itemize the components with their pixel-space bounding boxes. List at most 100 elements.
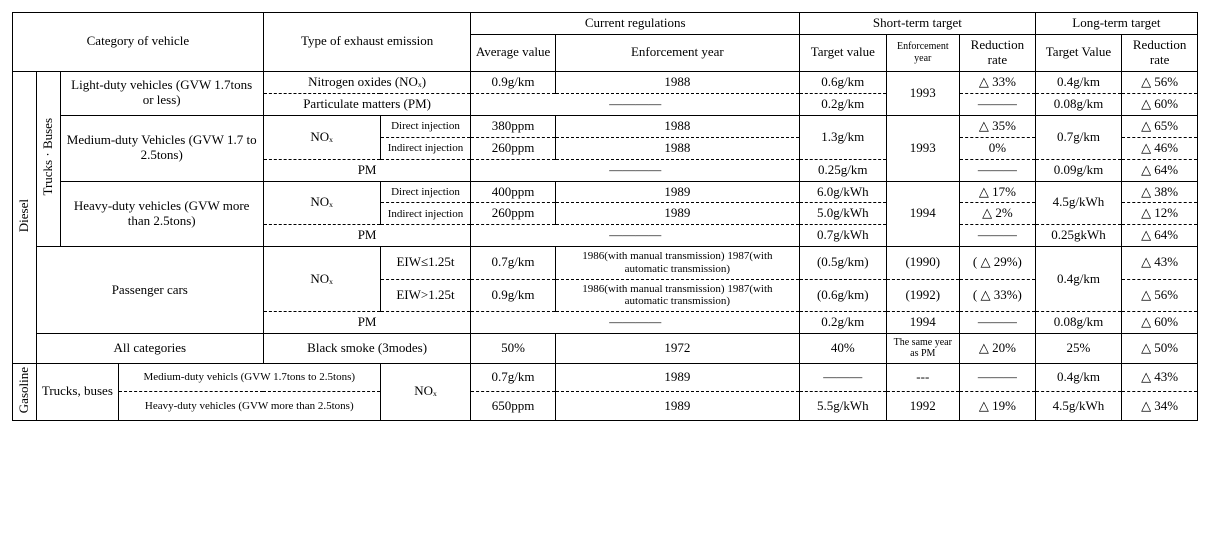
r4-avg: 260ppm bbox=[471, 137, 555, 159]
cat-gas-tb: Trucks, buses bbox=[36, 363, 118, 420]
em-med-nox: NOₓ bbox=[263, 115, 380, 159]
r2-dash: ―――― bbox=[471, 93, 800, 115]
fuel-diesel: Diesel bbox=[13, 71, 37, 363]
hdr-category: Category of vehicle bbox=[13, 13, 264, 72]
em-pm-full: Particulate matters (PM) bbox=[263, 93, 471, 115]
hdr-current: Current regulations bbox=[471, 13, 800, 35]
hdr-emission: Type of exhaust emission bbox=[263, 13, 471, 72]
r3-ltv: 0.7g/km bbox=[1035, 115, 1121, 159]
r8-lred: △ 64% bbox=[1122, 225, 1198, 247]
r14-avg: 650ppm bbox=[471, 392, 555, 421]
cat-light: Light-duty vehicles (GVW 1.7tons or less… bbox=[60, 71, 263, 115]
em-heavy-nox: NOₓ bbox=[263, 181, 380, 225]
r11-dash: ―――― bbox=[471, 311, 800, 333]
r2-red: ――― bbox=[960, 93, 1036, 115]
r1-enf: 1988 bbox=[555, 71, 799, 93]
r3-sey: 1993 bbox=[886, 115, 960, 181]
r13-ltv: 0.4g/km bbox=[1035, 363, 1121, 392]
r8-red: ――― bbox=[960, 225, 1036, 247]
row-med-nox-direct: Medium-duty Vehicles (GVW 1.7 to 2.5tons… bbox=[13, 115, 1198, 137]
row-light-nox: Diesel Trucks · Buses Light-duty vehicle… bbox=[13, 71, 1198, 93]
r10-lred: △ 56% bbox=[1122, 279, 1198, 311]
em-eiw-gt: EIW>1.25t bbox=[380, 279, 471, 311]
hdr-long: Long-term target bbox=[1035, 13, 1197, 35]
r6-lred: △ 38% bbox=[1122, 181, 1198, 203]
r1-red: △ 33% bbox=[960, 71, 1036, 93]
r6-red: △ 17% bbox=[960, 181, 1036, 203]
r1-ltv: 0.4g/km bbox=[1035, 71, 1121, 93]
r1-lred: △ 56% bbox=[1122, 71, 1198, 93]
r5-tv: 0.25g/km bbox=[800, 159, 886, 181]
trucks-buses-label: Trucks · Buses bbox=[41, 118, 56, 196]
r11-ltv: 0.08g/km bbox=[1035, 311, 1121, 333]
r1-sey: 1993 bbox=[886, 71, 960, 115]
em-med-pm: PM bbox=[263, 159, 471, 181]
row-pass-nox-le: Passenger cars NOₓ EIW≤1.25t 0.7g/km 198… bbox=[13, 247, 1198, 279]
r9-avg: 0.7g/km bbox=[471, 247, 555, 279]
r2-lred: △ 60% bbox=[1122, 93, 1198, 115]
trucks-buses: Trucks · Buses bbox=[36, 71, 60, 247]
r3-red: △ 35% bbox=[960, 115, 1036, 137]
r13-sey: --- bbox=[886, 363, 960, 392]
r11-tv: 0.2g/km bbox=[800, 311, 886, 333]
em-indirect-1: Indirect injection bbox=[380, 137, 471, 159]
r7-lred: △ 12% bbox=[1122, 203, 1198, 225]
hdr-lred: Reduction rate bbox=[1122, 34, 1198, 71]
cat-heavy: Heavy-duty vehicles (GVW more than 2.5to… bbox=[60, 181, 263, 247]
cat-medium: Medium-duty Vehicles (GVW 1.7 to 2.5tons… bbox=[60, 115, 263, 181]
em-pass-nox: NOₓ bbox=[263, 247, 380, 312]
r14-tv: 5.5g/kWh bbox=[800, 392, 886, 421]
hdr-avg: Average value bbox=[471, 34, 555, 71]
hdr-enf: Enforcement year bbox=[555, 34, 799, 71]
hdr-short: Short-term target bbox=[800, 13, 1036, 35]
cat-gas-med: Medium-duty vehicls (GVW 1.7tons to 2.5t… bbox=[118, 363, 380, 392]
fuel-diesel-label: Diesel bbox=[17, 199, 32, 232]
r6-avg: 400ppm bbox=[471, 181, 555, 203]
row-heavy-nox-direct: Heavy-duty vehicles (GVW more than 2.5to… bbox=[13, 181, 1198, 203]
r5-lred: △ 64% bbox=[1122, 159, 1198, 181]
r12-red: △ 20% bbox=[960, 333, 1036, 363]
r12-enf: 1972 bbox=[555, 333, 799, 363]
r2-tv: 0.2g/km bbox=[800, 93, 886, 115]
r12-lred: △ 50% bbox=[1122, 333, 1198, 363]
r10-tv: (0.6g/km) bbox=[800, 279, 886, 311]
r9-ltv: 0.4g/km bbox=[1035, 247, 1121, 312]
r8-dash: ―――― bbox=[471, 225, 800, 247]
r6-sey: 1994 bbox=[886, 181, 960, 247]
r11-sey: 1994 bbox=[886, 311, 960, 333]
r6-enf: 1989 bbox=[555, 181, 799, 203]
hdr-ltv: Target Value bbox=[1035, 34, 1121, 71]
row-gas-heavy: Heavy-duty vehicles (GVW more than 2.5to… bbox=[13, 392, 1198, 421]
r12-avg: 50% bbox=[471, 333, 555, 363]
r13-avg: 0.7g/km bbox=[471, 363, 555, 392]
r7-avg: 260ppm bbox=[471, 203, 555, 225]
r5-red: ――― bbox=[960, 159, 1036, 181]
hdr-tv: Target value bbox=[800, 34, 886, 71]
row-gas-medium: Gasoline Trucks, buses Medium-duty vehic… bbox=[13, 363, 1198, 392]
r13-enf: 1989 bbox=[555, 363, 799, 392]
r14-enf: 1989 bbox=[555, 392, 799, 421]
r11-red: ――― bbox=[960, 311, 1036, 333]
r14-sey: 1992 bbox=[886, 392, 960, 421]
r9-lred: △ 43% bbox=[1122, 247, 1198, 279]
r12-ltv: 25% bbox=[1035, 333, 1121, 363]
emissions-table: Category of vehicle Type of exhaust emis… bbox=[12, 12, 1198, 421]
r13-tv: ――― bbox=[800, 363, 886, 392]
r4-enf: 1988 bbox=[555, 137, 799, 159]
r10-avg: 0.9g/km bbox=[471, 279, 555, 311]
fuel-gasoline-label: Gasoline bbox=[17, 367, 32, 413]
header-row-1: Category of vehicle Type of exhaust emis… bbox=[13, 13, 1198, 35]
em-heavy-pm: PM bbox=[263, 225, 471, 247]
cat-all: All categories bbox=[36, 333, 263, 363]
r3-lred: △ 65% bbox=[1122, 115, 1198, 137]
r11-lred: △ 60% bbox=[1122, 311, 1198, 333]
r3-enf: 1988 bbox=[555, 115, 799, 137]
r12-sey: The same year as PM bbox=[886, 333, 960, 363]
r7-red: △ 2% bbox=[960, 203, 1036, 225]
r9-tv: (0.5g/km) bbox=[800, 247, 886, 279]
r12-tv: 40% bbox=[800, 333, 886, 363]
r1-tv: 0.6g/km bbox=[800, 71, 886, 93]
em-direct-2: Direct injection bbox=[380, 181, 471, 203]
cat-passenger: Passenger cars bbox=[36, 247, 263, 334]
hdr-sey: Enforcement year bbox=[886, 34, 960, 71]
